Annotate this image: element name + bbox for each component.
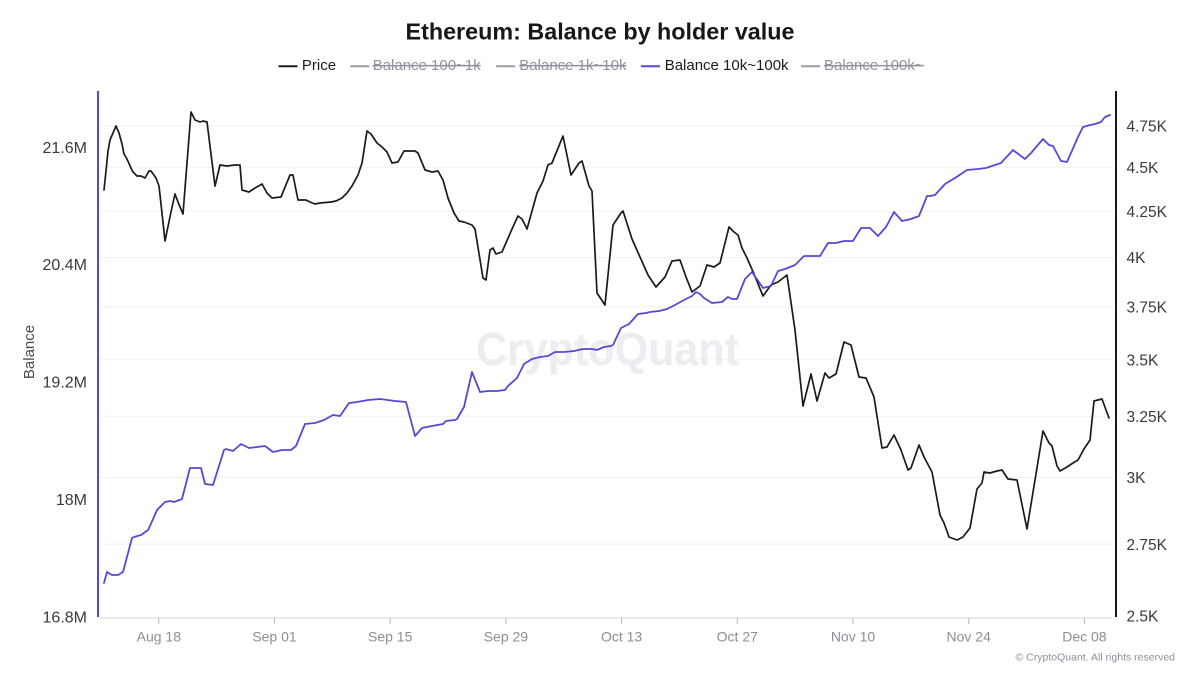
svg-text:18M: 18M — [56, 492, 87, 509]
svg-text:2.5K: 2.5K — [1127, 609, 1160, 626]
svg-text:19.2M: 19.2M — [43, 374, 87, 391]
svg-text:Aug 18: Aug 18 — [137, 629, 182, 645]
svg-text:Sep 15: Sep 15 — [368, 629, 413, 645]
svg-text:Balance 100~1k: Balance 100~1k — [373, 57, 482, 74]
svg-text:3.25K: 3.25K — [1127, 409, 1168, 426]
svg-text:Sep 01: Sep 01 — [252, 629, 297, 645]
svg-text:CryptoQuant: CryptoQuant — [476, 323, 739, 375]
svg-text:Nov 10: Nov 10 — [831, 629, 876, 645]
svg-text:Oct 27: Oct 27 — [717, 629, 758, 645]
svg-text:Sep 29: Sep 29 — [484, 629, 529, 645]
svg-text:4.5K: 4.5K — [1127, 160, 1160, 177]
svg-text:© CryptoQuant. All rights rese: © CryptoQuant. All rights reserved — [1016, 652, 1176, 664]
svg-text:Price: Price — [302, 57, 336, 74]
svg-text:Balance: Balance — [21, 325, 38, 379]
svg-text:Balance 10k~100k: Balance 10k~100k — [665, 57, 789, 74]
svg-text:Nov 24: Nov 24 — [947, 629, 992, 645]
svg-text:3.75K: 3.75K — [1127, 300, 1168, 317]
svg-text:4K: 4K — [1127, 250, 1147, 267]
svg-text:Dec 08: Dec 08 — [1062, 629, 1107, 645]
svg-text:3K: 3K — [1127, 470, 1147, 487]
svg-text:2.75K: 2.75K — [1127, 537, 1168, 554]
svg-text:4.75K: 4.75K — [1127, 119, 1168, 136]
svg-text:4.25K: 4.25K — [1127, 204, 1168, 221]
svg-text:Balance 1k~10k: Balance 1k~10k — [519, 57, 627, 74]
svg-text:Ethereum: Balance by holder va: Ethereum: Balance by holder value — [406, 19, 795, 45]
svg-text:16.8M: 16.8M — [43, 609, 87, 626]
svg-text:Balance 100k~: Balance 100k~ — [824, 57, 924, 74]
svg-text:3.5K: 3.5K — [1127, 352, 1160, 369]
svg-text:21.6M: 21.6M — [43, 140, 87, 157]
svg-text:20.4M: 20.4M — [43, 257, 87, 274]
svg-text:Oct 13: Oct 13 — [601, 629, 642, 645]
